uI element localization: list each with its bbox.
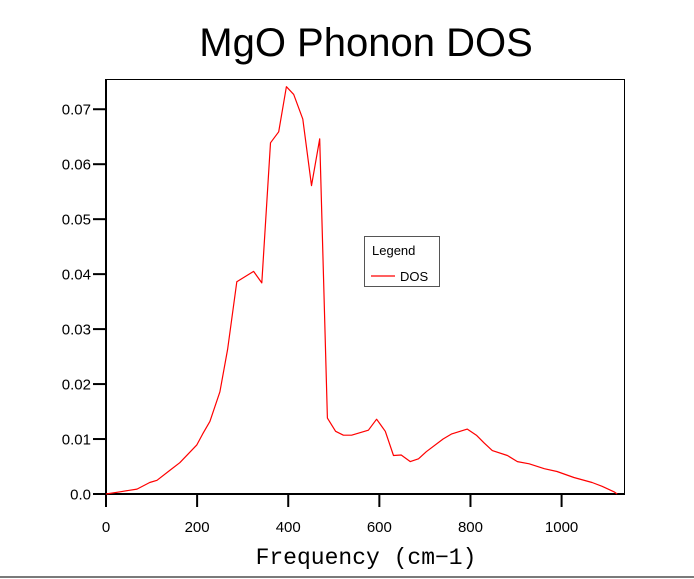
- y-tick-label: 0.05: [62, 212, 91, 229]
- x-tick-label: 200: [185, 519, 210, 536]
- x-tick-label: 600: [367, 519, 392, 536]
- legend-title: Legend: [372, 243, 415, 258]
- y-tick-label: 0.07: [62, 102, 91, 119]
- chart-title: MgO Phonon DOS: [199, 21, 533, 65]
- x-axis-label: Frequency (cm−1): [256, 545, 477, 571]
- bottom-divider: [0, 576, 694, 578]
- legend: Legend DOS: [364, 236, 440, 287]
- series-line-dos: [105, 86, 618, 495]
- x-tick-label: 800: [458, 519, 483, 536]
- y-axis: 0.0 0.01 0.02 0.03 0.04 0.05 0.06 0.07: [62, 102, 106, 504]
- legend-entry-dos: DOS: [400, 269, 429, 284]
- x-tick-label: 400: [276, 519, 301, 536]
- y-tick-label: 0.0: [70, 487, 91, 504]
- y-tick-label: 0.03: [62, 322, 91, 339]
- y-tick-label: 0.02: [62, 377, 91, 394]
- plot-frame: [93, 79, 625, 507]
- y-tick-label: 0.01: [62, 432, 91, 449]
- y-tick-label: 0.06: [62, 157, 91, 174]
- legend-box: [364, 236, 440, 287]
- series-layer: [105, 86, 618, 495]
- y-tick-label: 0.04: [62, 267, 91, 284]
- x-axis: 0 200 400 600 800 1000: [102, 494, 578, 536]
- x-tick-label: 0: [102, 519, 110, 536]
- x-tick-label: 1000: [545, 519, 578, 536]
